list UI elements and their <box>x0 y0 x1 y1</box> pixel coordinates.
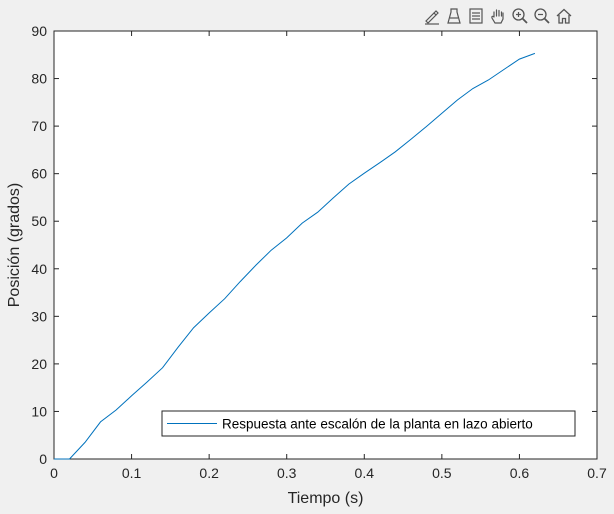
axes-toolbar <box>422 6 574 28</box>
edit-plot-icon <box>425 10 439 25</box>
y-axis-label: Posición (grados) <box>6 183 23 308</box>
x-tick-label: 0.1 <box>122 465 142 481</box>
x-tick-label: 0 <box>50 465 58 481</box>
series-line <box>54 52 536 460</box>
home-icon <box>556 8 572 24</box>
legend-box <box>161 410 576 437</box>
x-tick-label: 0.7 <box>587 465 607 481</box>
plot-area <box>53 30 598 460</box>
zoom-out-icon <box>534 8 550 24</box>
y-tick-label: 0 <box>39 451 47 467</box>
y-tick-label: 30 <box>31 308 47 324</box>
data-tips-icon <box>469 8 483 24</box>
x-tick-label: 0.2 <box>199 465 219 481</box>
insert-legend-button[interactable] <box>444 6 464 26</box>
x-tick-label: 0.4 <box>355 465 375 481</box>
data-tips-button[interactable] <box>466 6 486 26</box>
edit-plot-button[interactable] <box>422 6 442 26</box>
home-button[interactable] <box>554 6 574 26</box>
x-axis-label: Tiempo (s) <box>288 490 364 507</box>
zoom-in-button[interactable] <box>510 6 530 26</box>
legend-entry-label: Respuesta ante escalón de la planta en l… <box>222 417 533 432</box>
y-tick-label: 10 <box>31 403 47 419</box>
x-tick-label: 0.5 <box>432 465 452 481</box>
y-tick-label: 60 <box>31 166 47 182</box>
y-tick-label: 20 <box>31 356 47 372</box>
y-tick-label: 70 <box>31 118 47 134</box>
zoom-out-button[interactable] <box>532 6 552 26</box>
y-tick-label: 90 <box>31 23 47 39</box>
insert-legend-icon <box>447 8 461 24</box>
pan-icon <box>491 9 504 24</box>
zoom-in-icon <box>512 8 528 24</box>
pan-button[interactable] <box>488 6 508 26</box>
x-axis: 0 0.1 0.2 0.3 0.4 0.5 0.6 0.7 <box>50 31 607 481</box>
legend[interactable]: Respuesta ante escalón de la planta en l… <box>161 410 576 437</box>
y-axis: 0 10 20 30 40 50 60 70 80 90 <box>31 23 597 467</box>
x-tick-label: 0.3 <box>277 465 297 481</box>
y-tick-label: 80 <box>31 71 47 87</box>
x-tick-label: 0.6 <box>510 465 530 481</box>
y-tick-label: 40 <box>31 261 47 277</box>
y-tick-label: 50 <box>31 213 47 229</box>
